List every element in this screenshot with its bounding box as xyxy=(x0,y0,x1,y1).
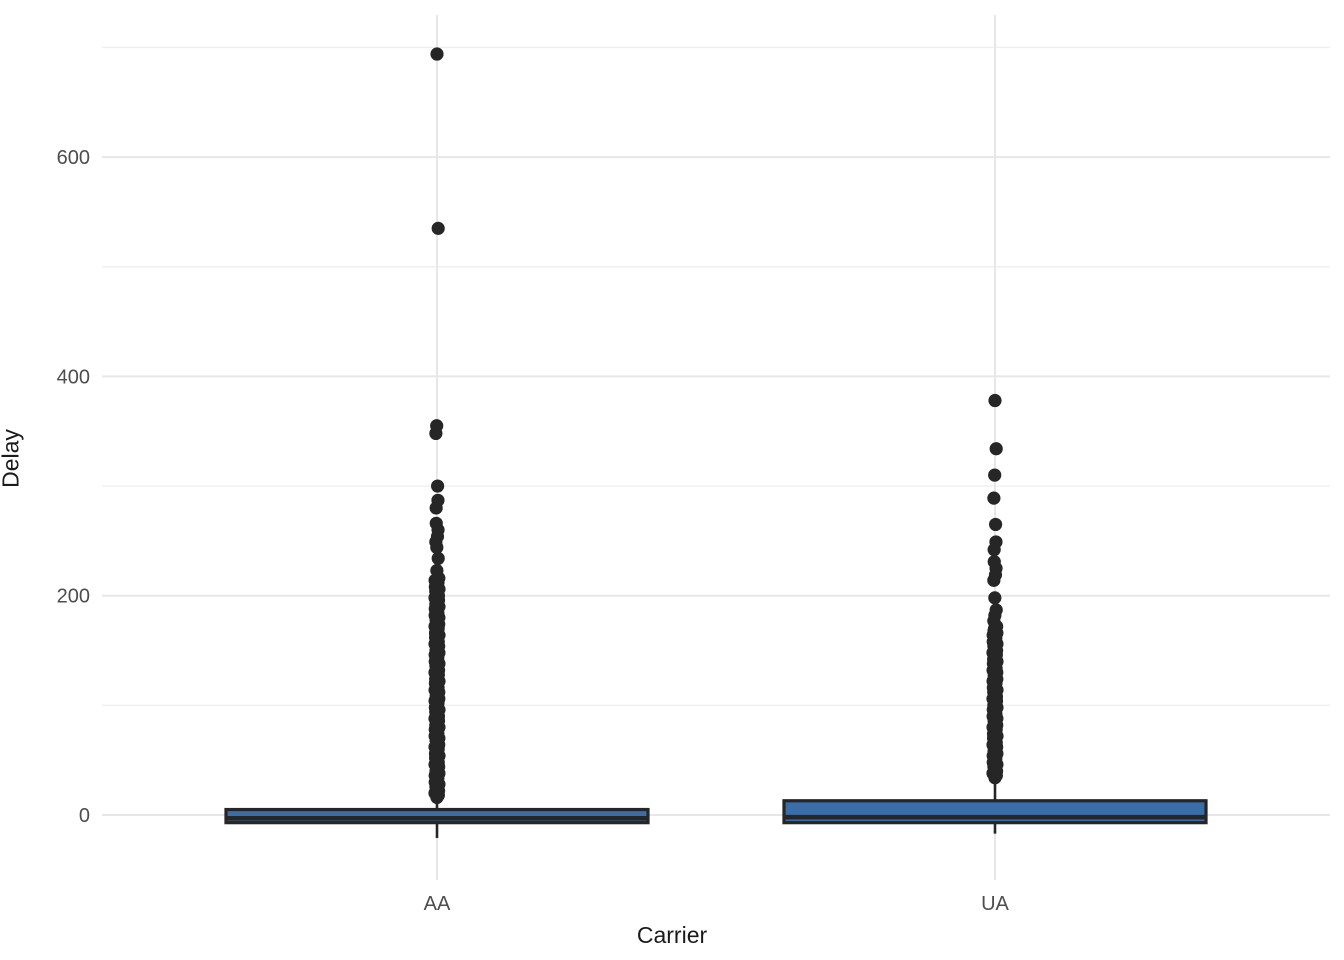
y-tick-label-200: 200 xyxy=(57,586,90,608)
outlier-point-aa xyxy=(430,479,445,493)
outlier-point-aa xyxy=(430,47,444,61)
outlier-point-aa xyxy=(430,563,444,578)
x-tick-label-aa: AA xyxy=(424,893,451,915)
y-tick-label-0: 0 xyxy=(79,805,90,827)
outlier-point-aa xyxy=(429,426,443,441)
outlier-point-aa xyxy=(430,540,444,555)
outlier-point-ua xyxy=(987,543,1001,557)
y-axis-title: Delay xyxy=(0,429,24,488)
outlier-point-ua xyxy=(988,468,1002,482)
outlier-point-aa xyxy=(429,501,443,515)
y-tick-label-600: 600 xyxy=(57,147,90,169)
outlier-point-ua xyxy=(987,614,1001,628)
y-tick-label-400: 400 xyxy=(57,366,90,388)
outlier-point-ua xyxy=(987,491,1001,505)
outlier-point-ua xyxy=(988,591,1002,605)
outlier-point-ua xyxy=(988,517,1003,532)
outlier-point-ua xyxy=(989,442,1003,456)
x-tick-label-ua: UA xyxy=(981,893,1009,915)
outlier-point-ua xyxy=(987,573,1001,587)
x-axis-title: Carrier xyxy=(636,922,708,948)
outlier-point-aa xyxy=(431,221,445,235)
outlier-point-ua xyxy=(988,393,1002,408)
outlier-point-aa xyxy=(431,551,445,566)
